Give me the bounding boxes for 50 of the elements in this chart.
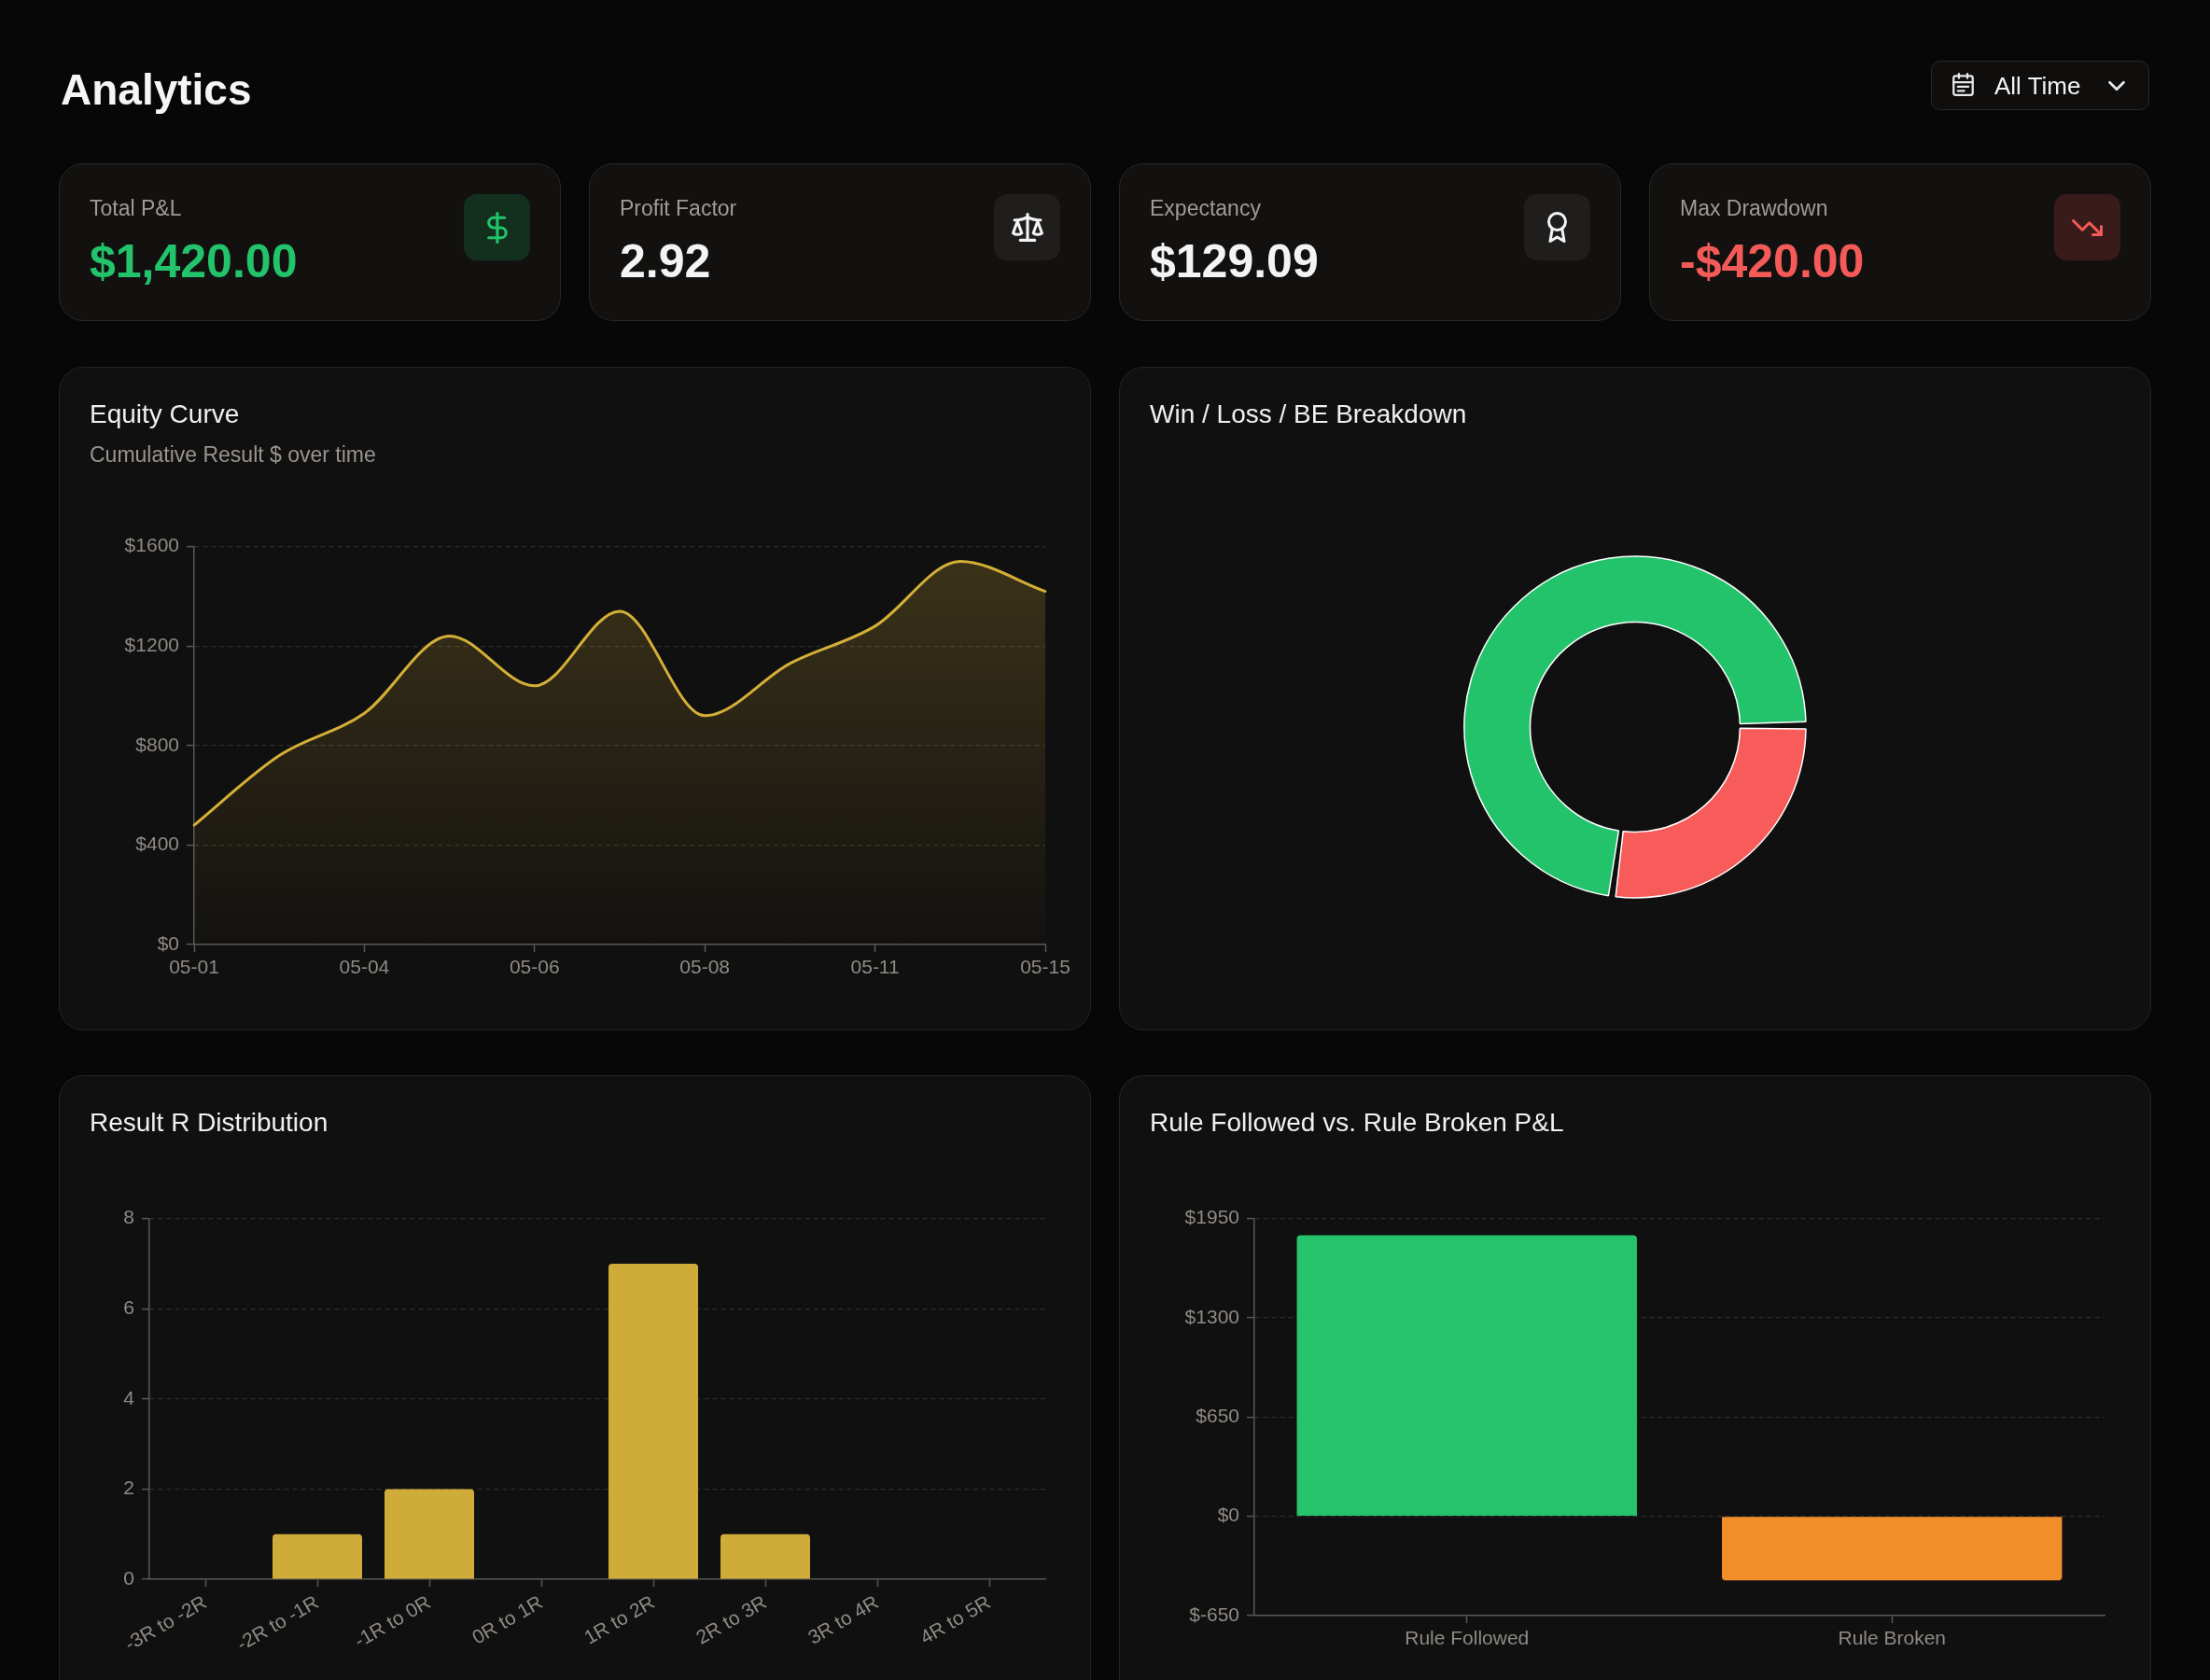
x-tick-label: Rule Broken	[1837, 1626, 1946, 1648]
chart-title: Result R Distribution	[90, 1108, 329, 1137]
x-tick-label: 05-08	[678, 955, 730, 977]
chart-title: Rule Followed vs. Rule Broken P&L	[1150, 1108, 1564, 1137]
text: $129.09	[1150, 235, 1319, 287]
y-tick-label: $0	[157, 931, 179, 954]
y-tick-label: 6	[122, 1295, 134, 1318]
text: $1,420.00	[90, 235, 298, 287]
x-tick-label: 05-04	[339, 955, 390, 977]
y-tick-label: $1300	[1184, 1305, 1239, 1327]
y-tick-label: $800	[134, 733, 179, 755]
text: Expectancy	[1150, 196, 1261, 220]
x-tick-label: -3R to -2R	[120, 1589, 210, 1655]
x-tick-label: 2R to 3R	[692, 1589, 770, 1648]
x-tick-label: 05-01	[168, 955, 219, 977]
y-tick-label: $400	[134, 832, 179, 854]
chart-subtitle: Cumulative Result $ over time	[90, 442, 376, 467]
chart-title: Win / Loss / BE Breakdown	[1150, 399, 1467, 428]
chart-title: Equity Curve	[90, 399, 240, 428]
text: Total P&L	[90, 196, 182, 220]
bar	[608, 1263, 698, 1578]
x-tick-label: 05-15	[1019, 955, 1070, 977]
x-tick-label: 05-06	[509, 955, 560, 977]
text: -$420.00	[1680, 235, 1865, 287]
x-tick-label: Rule Followed	[1404, 1626, 1529, 1648]
y-tick-label: $650	[1195, 1404, 1239, 1426]
x-tick-label: 0R to 1R	[468, 1589, 546, 1648]
y-tick-label: 2	[122, 1476, 134, 1498]
y-tick-label: 8	[122, 1205, 134, 1227]
text: Analytics	[61, 65, 252, 114]
bar	[384, 1488, 474, 1578]
y-tick-label: $0	[1217, 1503, 1239, 1525]
x-tick-label: 05-11	[850, 955, 900, 977]
bar	[720, 1533, 810, 1578]
x-tick-label: -2R to -1R	[232, 1589, 322, 1655]
y-tick-label: $-650	[1188, 1603, 1239, 1625]
y-tick-label: $1950	[1184, 1205, 1239, 1227]
y-tick-label: $1200	[124, 633, 179, 655]
text: Max Drawdown	[1680, 196, 1828, 220]
x-tick-label: 3R to 4R	[804, 1589, 882, 1648]
x-tick-label: 1R to 2R	[580, 1589, 658, 1648]
text: Profit Factor	[620, 196, 737, 220]
y-tick-label: 0	[122, 1566, 134, 1589]
x-tick-label: -1R to 0R	[350, 1589, 434, 1651]
x-tick-label: 4R to 5R	[916, 1589, 994, 1648]
y-tick-label: 4	[122, 1386, 134, 1408]
dropdown: All Time	[1931, 61, 2149, 110]
y-tick-label: $1600	[124, 533, 179, 555]
bar	[272, 1533, 362, 1578]
text: 2.92	[620, 235, 711, 287]
